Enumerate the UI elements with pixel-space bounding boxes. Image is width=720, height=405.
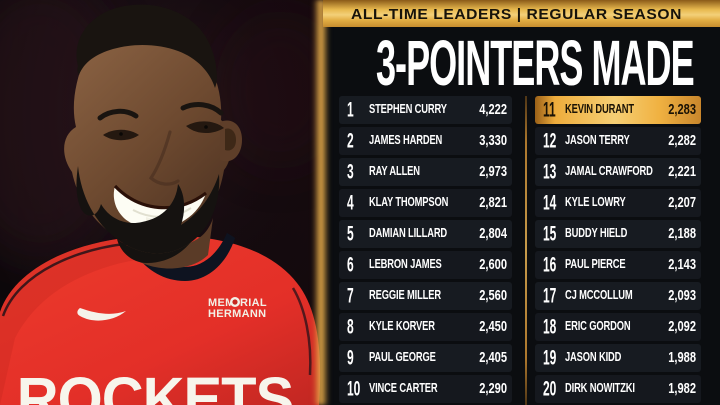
svg-text:ROCKETS: ROCKETS [17, 365, 294, 405]
svg-text:HERMANN: HERMANN [208, 308, 266, 320]
